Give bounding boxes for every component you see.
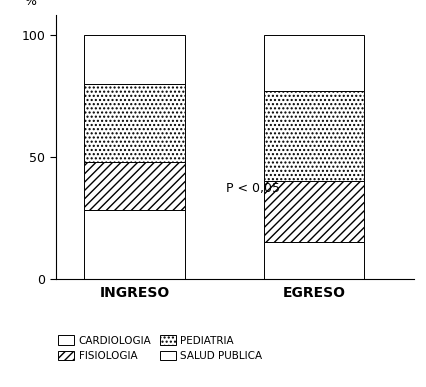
Bar (84, 35, 184, 84)
Bar (263, 181, 363, 242)
Bar (263, 35, 363, 91)
Text: P < 0,05: P < 0,05 (225, 182, 279, 195)
Bar (263, 242, 363, 279)
Legend: CARDIOLOGIA, FISIOLOGIA, PEDIATRIA, SALUD PUBLICA: CARDIOLOGIA, FISIOLOGIA, PEDIATRIA, SALU… (53, 331, 266, 365)
Bar (84, 211, 184, 279)
Bar (84, 162, 184, 211)
Bar (84, 84, 184, 162)
Bar (263, 91, 363, 181)
Y-axis label: %: % (24, 0, 36, 8)
